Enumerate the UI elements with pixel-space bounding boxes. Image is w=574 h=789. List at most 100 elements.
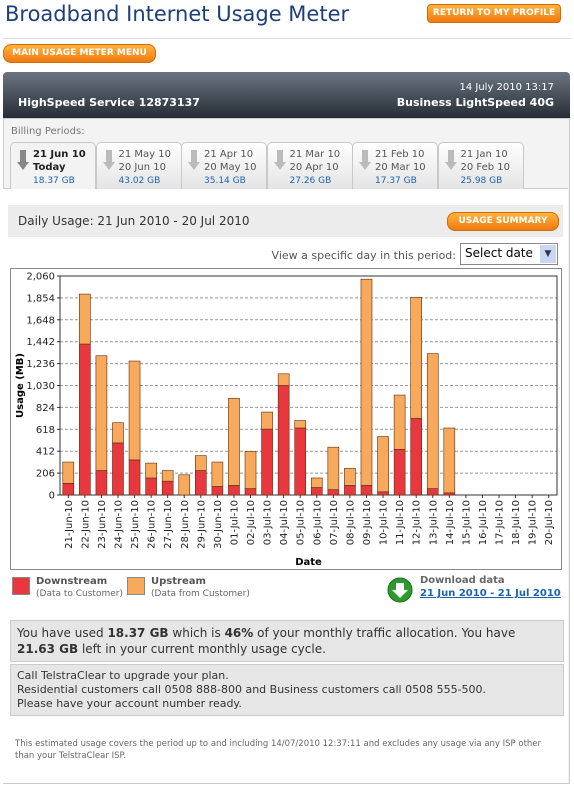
bar-segment bbox=[327, 446, 340, 490]
summary-value: 18.37 GB bbox=[107, 626, 169, 640]
tab-arrow bbox=[273, 150, 286, 170]
bar-segment bbox=[277, 373, 290, 386]
tab-usage: 17.37 GB bbox=[375, 176, 417, 186]
service-bar: 14 July 2010 13:17 HighSpeed Service 128… bbox=[3, 72, 570, 118]
daily-title: Daily Usage: 21 Jun 2010 - 20 Jul 2010 bbox=[18, 214, 250, 228]
bar-segment bbox=[128, 360, 141, 461]
x-tick-label: 02-Jul-10 bbox=[246, 500, 257, 545]
y-tick-label: 1,854 bbox=[26, 293, 55, 304]
bar-segment bbox=[443, 427, 456, 494]
y-axis-label: Usage (MB) bbox=[15, 353, 26, 418]
tab-arrow bbox=[17, 150, 29, 170]
billing-tab[interactable]: 21 May 10 20 Jun 10 43.02 GB bbox=[95, 142, 182, 189]
billing-tab[interactable]: 21 Mar 10 20 Apr 10 27.26 GB bbox=[266, 142, 353, 189]
bar-segment bbox=[294, 420, 307, 429]
select-text: Select date bbox=[465, 246, 533, 260]
bar-segment bbox=[128, 459, 141, 496]
x-tick-label: 24-Jun-10 bbox=[113, 500, 124, 549]
x-tick-label: 07-Jul-10 bbox=[329, 500, 340, 545]
x-tick-label: 01-Jul-10 bbox=[229, 500, 240, 545]
tab-line2: 20 May 10 bbox=[204, 162, 257, 173]
bar-segment bbox=[294, 427, 307, 496]
page-title: Broadband Internet Usage Meter bbox=[5, 2, 350, 26]
service-date: 14 July 2010 13:17 bbox=[459, 82, 554, 93]
service-plan: Business LightSpeed 40G bbox=[396, 96, 554, 109]
x-tick-label: 29-Jun-10 bbox=[196, 500, 207, 549]
day-prompt: View a specific day in this period: bbox=[271, 249, 456, 262]
bar-segment bbox=[377, 436, 389, 493]
x-tick-label: 17-Jul-10 bbox=[495, 500, 506, 545]
contact-line: Please have your account number ready. bbox=[17, 697, 242, 710]
arrow-shape bbox=[102, 150, 115, 170]
x-tick-label: 25-Jun-10 bbox=[130, 500, 141, 549]
billing-tab[interactable]: 21 Feb 10 20 Mar 10 17.37 GB bbox=[352, 142, 438, 189]
bar-segment bbox=[79, 343, 91, 496]
legend-swatch bbox=[12, 577, 30, 595]
bar-segment bbox=[145, 462, 157, 479]
tab-line1: 21 Feb 10 bbox=[375, 149, 425, 160]
tab-usage: 25.98 GB bbox=[460, 176, 503, 186]
divider bbox=[3, 38, 571, 39]
return-button[interactable]: RETURN TO MY PROFILE bbox=[427, 4, 561, 23]
bar-segment bbox=[178, 474, 191, 496]
tab-line2: 20 Jun 10 bbox=[118, 162, 166, 173]
bar-segment bbox=[195, 470, 207, 496]
x-tick-label: 27-Jun-10 bbox=[163, 500, 174, 549]
arrow-shape bbox=[17, 150, 29, 170]
bar-segment bbox=[261, 411, 273, 430]
x-tick-label: 19-Jul-10 bbox=[528, 500, 539, 545]
x-tick-label: 16-Jul-10 bbox=[478, 500, 489, 545]
x-tick-label: 26-Jun-10 bbox=[147, 500, 158, 549]
bar-segment bbox=[195, 455, 207, 471]
x-tick-label: 30-Jun-10 bbox=[213, 500, 224, 549]
contact-line: Residential customers call 0508 888-800 … bbox=[17, 683, 487, 696]
bar-segment bbox=[228, 397, 240, 486]
x-axis-label: Date bbox=[295, 557, 322, 568]
y-tick-label: 206 bbox=[36, 469, 55, 480]
x-tick-label: 11-Jul-10 bbox=[395, 500, 406, 545]
bar-segment bbox=[112, 442, 124, 496]
download-icon[interactable] bbox=[387, 577, 413, 603]
x-tick-label: 28-Jun-10 bbox=[180, 500, 191, 549]
bar-segment bbox=[344, 468, 356, 486]
select-arrow: ▼ bbox=[540, 245, 556, 263]
summary-text: of your monthly traffic allocation. You … bbox=[253, 626, 516, 640]
bar-segment bbox=[228, 485, 240, 496]
bar-segment bbox=[261, 428, 273, 496]
bar-segment bbox=[244, 488, 257, 496]
bar-segment bbox=[393, 448, 406, 496]
arrow-shape bbox=[188, 150, 200, 170]
date-select[interactable]: Select date ▼ bbox=[460, 243, 558, 265]
download-label: Download data bbox=[420, 575, 505, 586]
summary-value: 21.63 GB bbox=[17, 642, 79, 656]
x-tick-label: 08-Jul-10 bbox=[345, 500, 356, 545]
legend-name: Upstream bbox=[151, 576, 206, 587]
usage-summary-button[interactable]: USAGE SUMMARY bbox=[447, 212, 559, 231]
billing-tab[interactable]: 21 Apr 10 20 May 10 35.14 GB bbox=[181, 142, 267, 189]
menu-button[interactable]: MAIN USAGE METER MENU bbox=[3, 44, 156, 63]
x-tick-label: 20-Jul-10 bbox=[544, 500, 555, 545]
x-tick-label: 06-Jul-10 bbox=[312, 500, 323, 545]
contact-box: Call TelstraClear to upgrade your plan. R… bbox=[10, 664, 564, 716]
summary-text: You have used bbox=[17, 626, 108, 640]
tab-arrow bbox=[444, 150, 457, 170]
bar-segment bbox=[211, 461, 224, 487]
tab-line2: 20 Mar 10 bbox=[375, 162, 426, 173]
x-tick-label: 21-Jun-10 bbox=[64, 500, 75, 549]
billing-tab[interactable]: 21 Jun 10 Today 18.37 GB bbox=[10, 142, 96, 189]
bar-segment bbox=[95, 355, 108, 471]
bar-segment bbox=[145, 477, 157, 496]
x-tick-label: 09-Jul-10 bbox=[362, 500, 373, 545]
y-tick-label: 2,060 bbox=[26, 272, 55, 283]
tab-line2: Today bbox=[33, 162, 66, 173]
download-link[interactable]: 21 Jun 2010 - 21 Jul 2010 bbox=[420, 588, 561, 599]
x-tick-label: 04-Jul-10 bbox=[279, 500, 290, 545]
legend-swatch bbox=[127, 577, 145, 595]
billing-tab[interactable]: 21 Jan 10 20 Feb 10 25.98 GB bbox=[437, 142, 524, 189]
x-tick-label: 18-Jul-10 bbox=[511, 500, 522, 545]
bar-segment bbox=[410, 296, 422, 419]
arrow-shape bbox=[359, 150, 371, 170]
x-tick-label: 22-Jun-10 bbox=[80, 500, 91, 549]
bar-segment bbox=[310, 477, 323, 488]
